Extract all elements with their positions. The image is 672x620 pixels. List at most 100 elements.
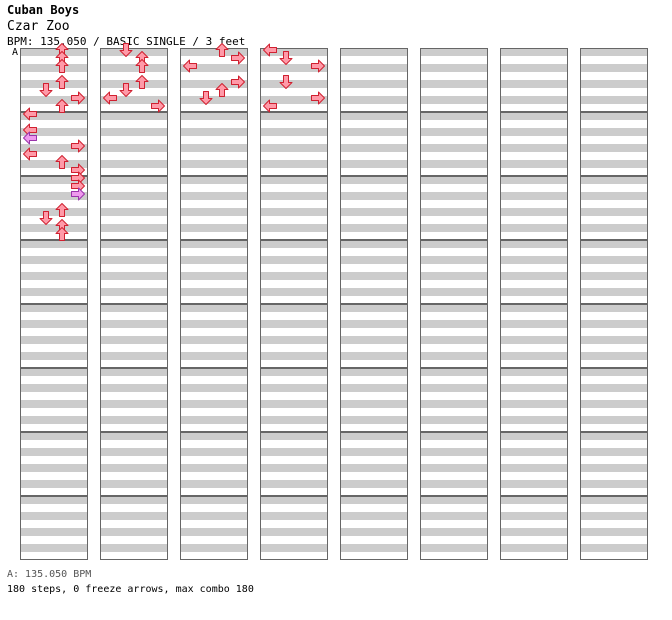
measure-12 bbox=[100, 240, 168, 304]
measure-60 bbox=[580, 240, 648, 304]
bpm-summary: A: 135.050 BPM bbox=[7, 569, 92, 580]
measure-26 bbox=[260, 112, 328, 176]
arrow-right-icon bbox=[231, 51, 245, 65]
measure-31 bbox=[260, 432, 328, 496]
measure-30 bbox=[260, 368, 328, 432]
measure-45 bbox=[420, 304, 488, 368]
arrow-down-icon bbox=[39, 83, 53, 97]
measure-23 bbox=[180, 432, 248, 496]
arrow-up-icon bbox=[55, 227, 69, 241]
measure-11 bbox=[100, 176, 168, 240]
arrow-down-icon bbox=[119, 43, 133, 57]
measure-50 bbox=[500, 112, 568, 176]
measure-24 bbox=[180, 496, 248, 560]
arrow-right-icon bbox=[231, 75, 245, 89]
measure-18 bbox=[180, 112, 248, 176]
arrow-left-icon bbox=[183, 59, 197, 73]
measure-10 bbox=[100, 112, 168, 176]
arrow-left-icon bbox=[23, 131, 37, 145]
measure-8 bbox=[20, 496, 88, 560]
measure-51 bbox=[500, 176, 568, 240]
measure-34 bbox=[340, 112, 408, 176]
measure-54 bbox=[500, 368, 568, 432]
measure-62 bbox=[580, 368, 648, 432]
measure-58 bbox=[580, 112, 648, 176]
arrow-up-icon bbox=[55, 75, 69, 89]
measure-43 bbox=[420, 176, 488, 240]
arrow-left-icon bbox=[263, 43, 277, 57]
measure-40 bbox=[340, 496, 408, 560]
arrow-up-icon bbox=[215, 83, 229, 97]
measure-47 bbox=[420, 432, 488, 496]
measure-33 bbox=[340, 48, 408, 112]
measure-42 bbox=[420, 112, 488, 176]
arrow-up-icon bbox=[135, 59, 149, 73]
arrow-up-icon bbox=[135, 75, 149, 89]
measure-9 bbox=[100, 48, 168, 112]
measure-48 bbox=[420, 496, 488, 560]
arrow-right-icon bbox=[71, 139, 85, 153]
arrow-up-icon bbox=[55, 59, 69, 73]
arrow-right-icon bbox=[71, 91, 85, 105]
arrow-up-icon bbox=[55, 155, 69, 169]
measure-38 bbox=[340, 368, 408, 432]
measure-61 bbox=[580, 304, 648, 368]
measure-14 bbox=[100, 368, 168, 432]
measure-27 bbox=[260, 176, 328, 240]
measure-4 bbox=[20, 240, 88, 304]
song-title: Cuban Boys bbox=[7, 3, 80, 17]
arrow-down-icon bbox=[279, 51, 293, 65]
measure-5 bbox=[20, 304, 88, 368]
arrow-right-icon bbox=[311, 91, 325, 105]
measure-7 bbox=[20, 432, 88, 496]
measure-56 bbox=[500, 496, 568, 560]
measure-15 bbox=[100, 432, 168, 496]
measure-32 bbox=[260, 496, 328, 560]
arrow-right-icon bbox=[71, 187, 85, 201]
arrow-up-icon bbox=[55, 99, 69, 113]
measure-64 bbox=[580, 496, 648, 560]
measure-20 bbox=[180, 240, 248, 304]
arrow-right-icon bbox=[311, 59, 325, 73]
measure-57 bbox=[580, 48, 648, 112]
arrow-right-icon bbox=[151, 99, 165, 113]
arrow-down-icon bbox=[119, 83, 133, 97]
measure-1 bbox=[20, 48, 88, 112]
arrow-left-icon bbox=[23, 147, 37, 161]
measure-49 bbox=[500, 48, 568, 112]
measure-6 bbox=[20, 368, 88, 432]
measure-36 bbox=[340, 240, 408, 304]
arrow-down-icon bbox=[279, 75, 293, 89]
arrow-left-icon bbox=[263, 99, 277, 113]
arrow-left-icon bbox=[103, 91, 117, 105]
measure-25 bbox=[260, 48, 328, 112]
measure-13 bbox=[100, 304, 168, 368]
measure-37 bbox=[340, 304, 408, 368]
song-subtitle: Czar Zoo bbox=[7, 19, 70, 34]
measure-39 bbox=[340, 432, 408, 496]
arrow-up-icon bbox=[215, 43, 229, 57]
arrow-left-icon bbox=[23, 107, 37, 121]
measure-16 bbox=[100, 496, 168, 560]
measure-46 bbox=[420, 368, 488, 432]
measure-28 bbox=[260, 240, 328, 304]
measure-21 bbox=[180, 304, 248, 368]
measure-19 bbox=[180, 176, 248, 240]
arrow-down-icon bbox=[39, 211, 53, 225]
measure-52 bbox=[500, 240, 568, 304]
measure-44 bbox=[420, 240, 488, 304]
measure-22 bbox=[180, 368, 248, 432]
chart-info: BPM: 135.050 / BASIC SINGLE / 3 feet bbox=[7, 35, 246, 48]
measure-35 bbox=[340, 176, 408, 240]
measure-53 bbox=[500, 304, 568, 368]
measure-63 bbox=[580, 432, 648, 496]
measure-29 bbox=[260, 304, 328, 368]
step-statistics: 180 steps, 0 freeze arrows, max combo 18… bbox=[7, 584, 254, 595]
arrow-up-icon bbox=[55, 203, 69, 217]
measure-55 bbox=[500, 432, 568, 496]
measure-41 bbox=[420, 48, 488, 112]
bpm-marker-label: A bbox=[12, 47, 19, 58]
arrow-down-icon bbox=[199, 91, 213, 105]
measure-59 bbox=[580, 176, 648, 240]
